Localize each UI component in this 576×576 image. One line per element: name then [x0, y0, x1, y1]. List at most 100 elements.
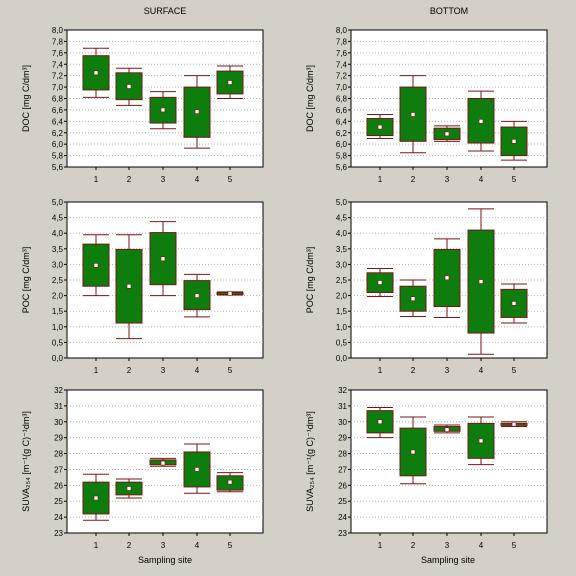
y-axis-label: DOC [mg C/dm³] — [21, 65, 31, 132]
box-site-5 — [500, 120, 528, 161]
y-axis-label: SUVA₂₅₄ [m⁻¹(g C)⁻¹dm³] — [21, 411, 31, 512]
y-tick-label: 6,6 — [52, 106, 64, 115]
y-tick-label: 1,5 — [52, 307, 64, 316]
box-site-5 — [216, 472, 244, 493]
y-tick-label: 6,2 — [52, 129, 64, 138]
box-site-5 — [500, 421, 528, 428]
median-marker — [511, 421, 517, 427]
x-tick-label: 2 — [411, 366, 416, 375]
x-tick-label: 2 — [127, 175, 132, 184]
y-tick-label: 3,0 — [336, 260, 348, 269]
panel-4: 0,0 0,5 1,0 1,5 2,0 2,5 3,0 3,5 4,0 4,5 5,0 POC [mg… — [305, 198, 548, 375]
median-marker — [227, 479, 233, 485]
y-tick-label: 0,0 — [52, 354, 64, 363]
median-marker — [444, 131, 450, 137]
y-tick-label: 29 — [338, 434, 347, 443]
median-marker — [227, 80, 233, 85]
median-marker — [194, 293, 200, 298]
box-site-4 — [183, 75, 211, 149]
median-marker — [410, 449, 416, 455]
y-tick-label: 4,5 — [52, 214, 64, 223]
y-tick-label: 5,0 — [336, 198, 348, 207]
box-site-2 — [399, 279, 427, 318]
x-tick-label: 4 — [479, 541, 484, 550]
y-tick-label: 7,2 — [336, 72, 348, 81]
median-marker — [126, 283, 132, 289]
y-tick-label: 7,6 — [52, 49, 64, 58]
y-tick-label: 6,2 — [336, 129, 348, 138]
median-marker — [93, 263, 99, 268]
x-tick-label: 2 — [411, 175, 416, 184]
median-marker — [478, 438, 484, 444]
y-axis-label: DOC [mg C/dm³] — [305, 65, 315, 132]
y-tick-label: 1,0 — [52, 323, 64, 332]
y-tick-label: 24 — [54, 513, 63, 522]
y-axis-label: POC [mg C/dm³] — [305, 247, 315, 314]
box-site-5 — [500, 283, 528, 324]
x-tick-label: 1 — [378, 366, 383, 375]
x-tick-label: 4 — [479, 175, 484, 184]
x-tick-label: 1 — [378, 541, 383, 550]
median-marker — [160, 107, 166, 113]
y-tick-label: 8,0 — [336, 26, 348, 35]
box-site-3 — [149, 91, 177, 130]
median-marker — [478, 119, 484, 124]
x-tick-label: 3 — [445, 175, 450, 184]
x-tick-label: 3 — [161, 175, 166, 184]
y-tick-label: 3,5 — [336, 245, 348, 254]
x-tick-label: 1 — [378, 175, 383, 184]
panel-3: 0,0 0,5 1,0 1,5 2,0 2,5 3,0 3,5 4,0 4,5 5,0 POC [mg… — [21, 198, 264, 375]
y-tick-label: 2,0 — [52, 292, 64, 301]
y-tick-label: 6,8 — [52, 95, 64, 104]
y-tick-label: 6,0 — [52, 140, 64, 149]
box-site-1 — [366, 406, 394, 439]
y-tick-label: 3,5 — [52, 245, 64, 254]
y-tick-label: 0,5 — [52, 338, 64, 347]
y-tick-label: 6,6 — [336, 106, 348, 115]
x-tick-label: 1 — [94, 541, 99, 550]
x-tick-label: 2 — [127, 541, 132, 550]
box-site-3 — [433, 238, 461, 318]
box-site-3 — [433, 424, 461, 434]
x-tick-label: 2 — [127, 366, 132, 375]
box-site-4 — [467, 208, 495, 355]
y-tick-label: 27 — [54, 465, 63, 474]
x-tick-label: 5 — [512, 541, 517, 550]
box-site-2 — [115, 234, 143, 340]
box-site-1 — [366, 267, 394, 298]
y-tick-label: 0,0 — [336, 354, 348, 363]
y-tick-label: 25 — [338, 497, 347, 506]
y-tick-label: 4,0 — [336, 229, 348, 238]
median-marker — [444, 427, 450, 433]
median-marker — [444, 275, 450, 281]
median-marker — [93, 70, 99, 76]
x-tick-label: 4 — [195, 366, 200, 375]
box-site-4 — [467, 416, 495, 466]
y-tick-label: 27 — [338, 465, 347, 474]
median-marker — [511, 301, 517, 306]
bottom-title: BOTTOM — [429, 6, 469, 16]
box-site-2 — [115, 478, 143, 499]
y-tick-label: 26 — [54, 481, 63, 490]
y-tick-label: 6,4 — [336, 117, 348, 126]
y-tick-label: 28 — [54, 450, 63, 459]
x-tick-label: 1 — [94, 366, 99, 375]
box-site-2 — [115, 67, 143, 106]
x-tick-label: 3 — [161, 366, 166, 375]
y-tick-label: 2,5 — [52, 276, 64, 285]
panel-2: 5,6 5,8 6,0 6,2 6,4 6,6 6,8 7,0 7,2 7,4 7,6 7,8 8,0 D… — [305, 26, 548, 184]
y-tick-label: 2,5 — [336, 276, 348, 285]
y-tick-label: 30 — [54, 418, 63, 427]
box-site-1 — [82, 234, 110, 297]
median-marker — [126, 84, 132, 89]
box-site-2 — [399, 416, 427, 485]
x-tick-label: 1 — [94, 175, 99, 184]
y-tick-label: 7,0 — [336, 83, 348, 92]
median-marker — [227, 291, 233, 296]
x-tick-label: 5 — [228, 366, 233, 375]
box-site-4 — [467, 90, 495, 152]
y-tick-label: 24 — [338, 513, 347, 522]
x-tick-label: 3 — [161, 541, 166, 550]
